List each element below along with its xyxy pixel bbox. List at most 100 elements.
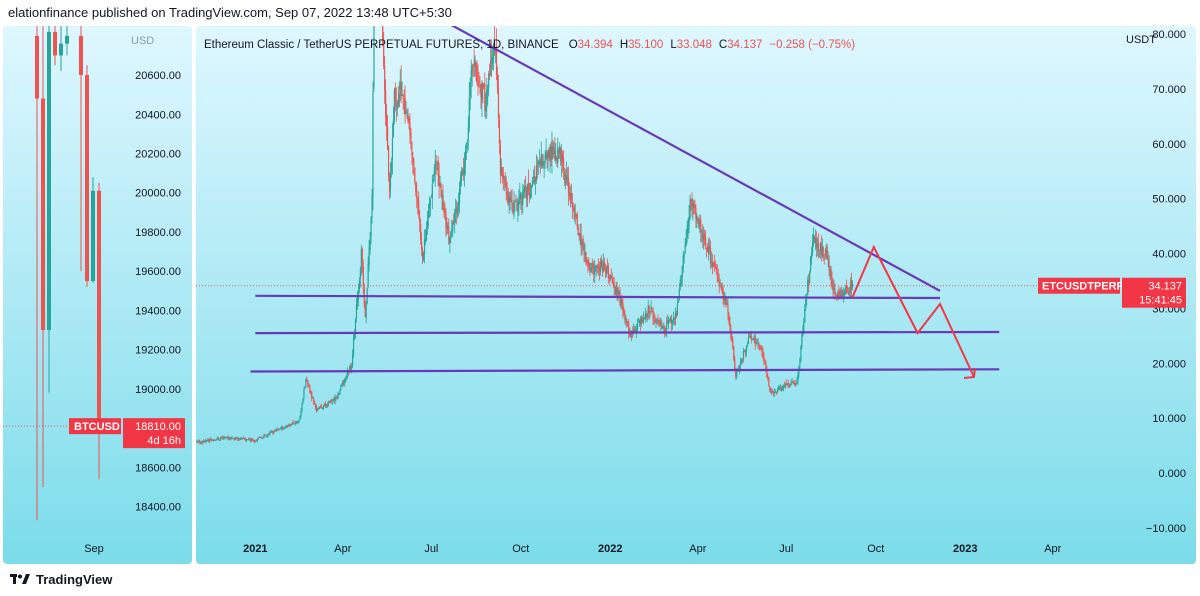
etc-candle-body [845, 286, 847, 288]
etc-candle [608, 274, 610, 286]
etc-candle [481, 80, 483, 118]
etc-candle-body [595, 266, 597, 268]
etc-candle-body [236, 437, 238, 439]
etc-candle [656, 317, 658, 325]
etc-candle-body [338, 393, 340, 394]
etc-candle [421, 232, 423, 256]
etc-candle-body [298, 420, 300, 421]
etc-candle-body [223, 437, 225, 439]
etc-candle [269, 430, 271, 436]
etc-candle [477, 64, 479, 97]
projection-path[interactable] [851, 244, 975, 378]
etc-candle-body [325, 405, 327, 407]
etc-chart[interactable]: 80.00070.00060.00050.00040.00030.00020.0… [196, 26, 1196, 564]
btc-chart[interactable]: USD 20600.00 20400.00 20200.00 20000.00 19800… [3, 26, 192, 564]
etc-background [196, 26, 1196, 564]
trendline-support-middle[interactable] [255, 330, 1000, 335]
etc-candle-body [416, 191, 418, 198]
etc-candle [667, 314, 669, 325]
trendline-support-upper[interactable] [255, 294, 940, 300]
etc-candle-body [504, 178, 506, 182]
etc-candle-body [681, 266, 683, 278]
etc-candle-body [469, 82, 471, 96]
etc-candle [724, 292, 726, 305]
btc-candle [35, 26, 39, 521]
etc-candle [706, 242, 709, 253]
etc-candle-body [610, 275, 612, 279]
btc-price-label: 18810.00 [135, 421, 181, 433]
etc-candle-body [417, 196, 419, 203]
etc-candle-body [775, 391, 777, 393]
etc-y-tick: 60.000 [1152, 139, 1186, 151]
etc-candle [718, 273, 720, 294]
etc-chart-panel[interactable]: 80.000 70.000 60.000 50.000 40.000 30.000 20.0… [196, 26, 1196, 564]
etc-candle-body [793, 382, 795, 384]
etc-candle-body [674, 312, 677, 319]
etc-candle-body [234, 438, 236, 440]
etc-candle-body [609, 275, 611, 280]
etc-candle [271, 430, 273, 433]
etc-candle-body [237, 437, 239, 440]
etc-candle [589, 262, 591, 276]
etc-legend-part: 34.137 [727, 39, 762, 51]
etc-candle-body [636, 323, 639, 330]
etc-candle [452, 220, 454, 238]
etc-candle [568, 182, 571, 201]
etc-candle-body [453, 221, 455, 225]
etc-candle [274, 429, 276, 433]
etc-candle [545, 138, 547, 161]
etc-candle [673, 317, 676, 326]
etc-candle [386, 103, 388, 141]
footer-brand: TradingView [36, 571, 113, 587]
etc-candle-body [847, 292, 850, 294]
etc-candle-body [351, 354, 354, 366]
etc-candle-body [603, 263, 606, 269]
etc-candle [332, 398, 334, 402]
etc-candle-body [555, 156, 557, 161]
etc-candle-body [808, 280, 810, 284]
etc-candle [703, 226, 705, 250]
etc-candle-body [482, 84, 484, 88]
etc-legend-part: −0.258 (−0.75%) [769, 39, 855, 51]
btc-y-tick: 19800.00 [135, 227, 181, 239]
etc-candle [744, 349, 747, 358]
etc-candle [511, 188, 513, 212]
etc-candle-body [489, 74, 491, 76]
etc-candle [780, 386, 783, 392]
etc-candle [251, 438, 254, 442]
etc-candle-body [773, 392, 775, 394]
etc-candle [531, 176, 534, 188]
etc-candle [424, 229, 427, 246]
etc-candle [675, 310, 678, 319]
etc-candle [517, 197, 519, 223]
trendline-descending-resistance[interactable] [413, 26, 941, 292]
etc-candle [554, 137, 556, 162]
etc-candle [700, 214, 702, 243]
etc-candle-body [795, 382, 797, 385]
trendline-support-lower[interactable] [250, 368, 1000, 373]
etc-candle [829, 265, 831, 280]
etc-candle [804, 304, 806, 323]
etc-candle-body [276, 429, 278, 431]
etc-candle [240, 436, 242, 440]
etc-candle-body [357, 290, 360, 300]
btc-chart-panel[interactable]: USD 20600.00 20400.00 20200.00 20000.00 19800… [3, 26, 192, 564]
etc-candle [588, 257, 590, 271]
etc-candle-body [316, 410, 319, 411]
etc-candle [563, 167, 566, 186]
etc-candle [547, 149, 549, 172]
etc-candle [760, 344, 762, 351]
etc-candle-body [459, 178, 462, 188]
etc-candle-body [581, 240, 583, 247]
etc-candle [458, 181, 461, 214]
etc-candle-body [735, 368, 737, 377]
etc-candle-body [240, 438, 242, 440]
etc-candle [775, 391, 778, 396]
etc-candle [832, 278, 834, 299]
btc-y-tick: 19400.00 [135, 305, 181, 317]
etc-candle-body [734, 358, 736, 369]
etc-candle [382, 26, 384, 47]
etc-candle [390, 157, 393, 178]
etc-candle-body [697, 218, 699, 220]
etc-candle [550, 141, 552, 167]
